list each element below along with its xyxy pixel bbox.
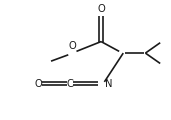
- Text: N: N: [105, 79, 113, 89]
- Text: O: O: [69, 41, 76, 51]
- Text: O: O: [35, 79, 43, 89]
- Text: O: O: [97, 4, 105, 14]
- Text: C: C: [67, 79, 73, 89]
